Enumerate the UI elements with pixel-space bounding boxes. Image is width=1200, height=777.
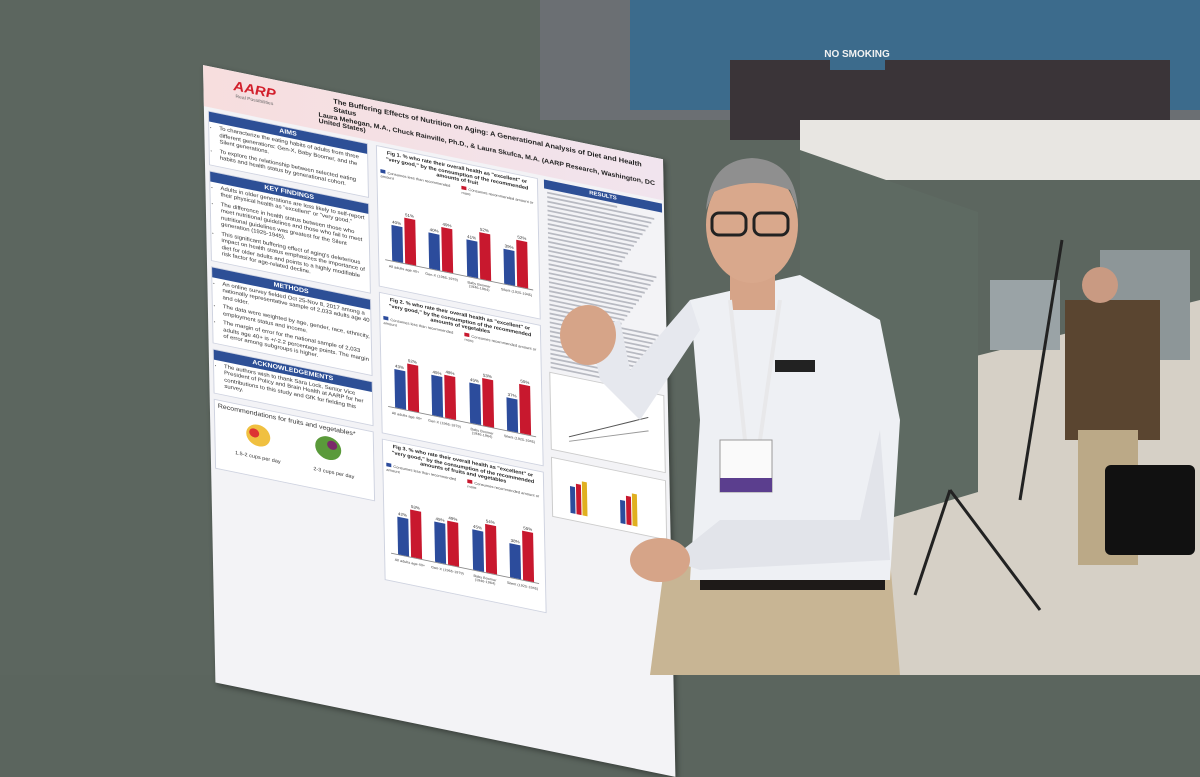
raised-arm xyxy=(590,300,700,420)
lower-hand xyxy=(630,538,690,582)
shirt xyxy=(690,275,900,580)
balcony xyxy=(800,120,1200,180)
figure-bar xyxy=(620,499,626,525)
glasses xyxy=(752,211,790,237)
pocket-glasses xyxy=(775,360,815,372)
figure-bar xyxy=(575,483,582,516)
figure-bar xyxy=(581,481,588,517)
presenter xyxy=(560,158,900,675)
pointing-hand xyxy=(560,305,616,365)
page: NO SMOKING AARP Real Possibilities The B… xyxy=(0,0,1200,675)
figure-frame xyxy=(550,456,668,541)
visitor-head xyxy=(1082,267,1118,303)
figure-bar xyxy=(569,486,576,514)
glasses xyxy=(710,211,748,237)
left-column: AIMSTo characterize the eating habits of… xyxy=(207,110,376,501)
vegetable-icon xyxy=(327,440,338,450)
lanyard xyxy=(728,299,782,441)
figure-line xyxy=(568,430,649,442)
figure-bar xyxy=(631,493,638,527)
results-figure xyxy=(550,456,668,541)
badge-stripe xyxy=(720,478,772,492)
food-icons xyxy=(246,424,342,460)
far-board xyxy=(990,280,1060,350)
easel-leg xyxy=(1018,239,1064,501)
easel-leg xyxy=(913,489,1042,611)
no-smoking-sign: NO SMOKING xyxy=(824,49,890,60)
fruit-icon xyxy=(249,427,260,438)
lower-arm xyxy=(670,430,890,570)
visitor-coat xyxy=(1065,300,1160,440)
figure-line xyxy=(568,416,649,438)
hair xyxy=(706,158,798,210)
recommendations: Recommendations for fruits and vegetable… xyxy=(213,398,376,501)
head xyxy=(706,167,798,283)
figure-bar xyxy=(625,495,632,526)
sign-plate xyxy=(830,40,885,70)
visitor-bag xyxy=(1105,465,1195,555)
